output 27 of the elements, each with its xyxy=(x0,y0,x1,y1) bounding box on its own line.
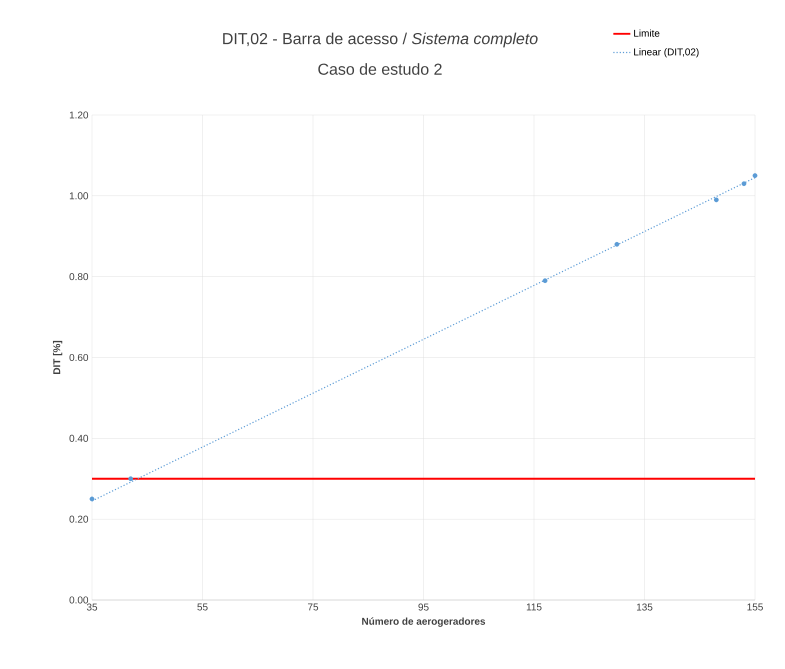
point xyxy=(128,476,134,482)
x-tick-label: 35 xyxy=(86,604,98,611)
x-tick-label: 95 xyxy=(418,604,429,611)
y-tick-label: 0.20 xyxy=(69,516,88,523)
chart-subtitle: Caso de estudo 2 xyxy=(318,63,442,75)
y-tick-label: 0.80 xyxy=(69,273,88,280)
y-tick-label: 0.40 xyxy=(69,434,88,442)
legend-label: Limite xyxy=(634,29,660,37)
y-tick-label: 1.20 xyxy=(70,111,88,119)
y-axis-title: DIT [%] xyxy=(52,340,62,374)
point xyxy=(614,242,620,247)
legend-label: Linear (DIT,02) xyxy=(634,48,699,58)
point xyxy=(742,181,746,186)
x-tick-label: 55 xyxy=(197,604,208,610)
x-tick-label: 75 xyxy=(308,604,318,610)
x-tick-label: 115 xyxy=(526,604,542,610)
y-tick-label: 0.60 xyxy=(69,354,88,362)
x-tick-label: 155 xyxy=(747,604,763,610)
point xyxy=(90,496,94,502)
y-tick-label: 0.00 xyxy=(69,596,88,604)
point xyxy=(542,278,548,284)
x-tick-label: 135 xyxy=(636,604,652,611)
chart-title: DIT,02 - Barra de acesso / Sistema completo xyxy=(223,32,538,48)
point xyxy=(714,197,719,202)
y-tick-label: 1.00 xyxy=(70,192,88,200)
x-axis-title: Número de aerogeradores xyxy=(362,617,486,627)
point xyxy=(752,173,758,178)
